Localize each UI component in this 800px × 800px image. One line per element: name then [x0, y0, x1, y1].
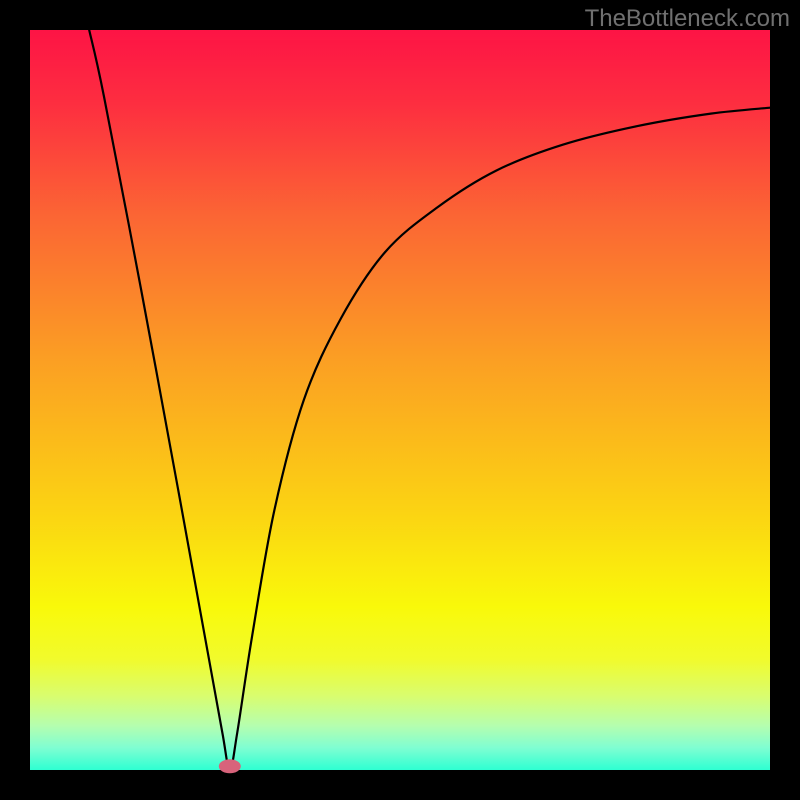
plot-gradient-background	[30, 30, 770, 770]
bottleneck-chart: TheBottleneck.com	[0, 0, 800, 800]
watermark-text: TheBottleneck.com	[585, 5, 790, 32]
minimum-marker	[219, 759, 241, 773]
